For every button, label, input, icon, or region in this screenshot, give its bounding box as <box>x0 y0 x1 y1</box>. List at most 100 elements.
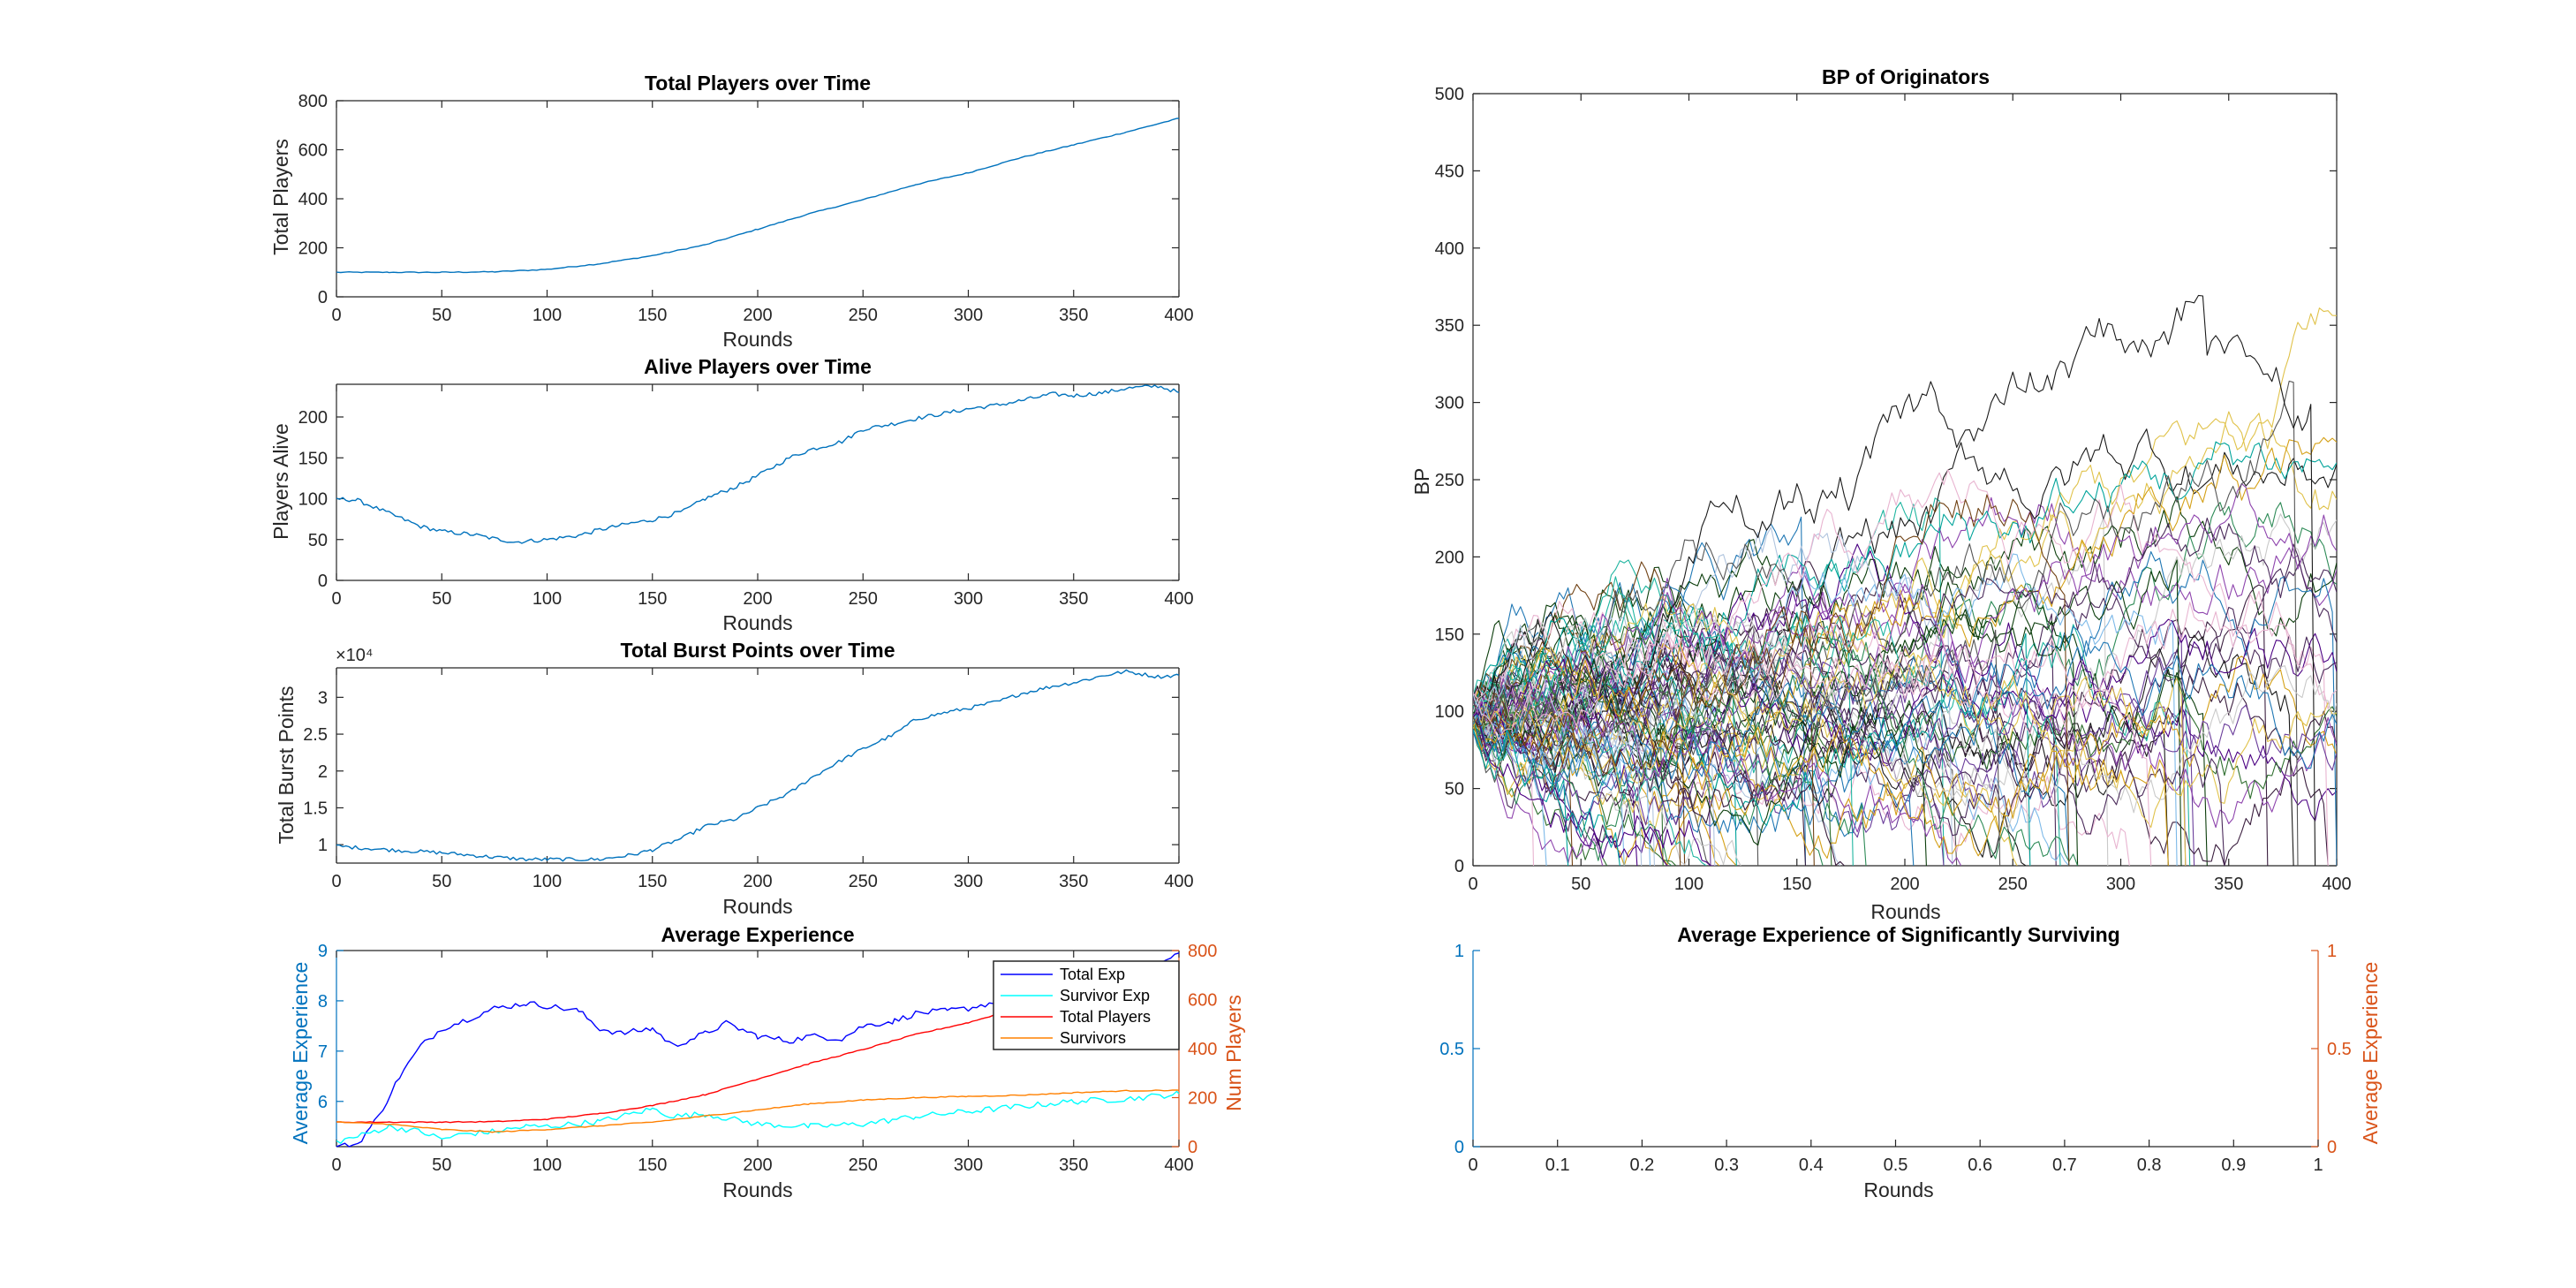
y-tick-label: 150 <box>298 449 328 468</box>
bp-series-line-71 <box>1473 652 1867 866</box>
x-tick-label: 100 <box>533 589 562 609</box>
x-tick-label: 200 <box>743 306 772 325</box>
y-tick-label: 450 <box>1435 162 1464 181</box>
plot-area: 0 50 100 150 200 250 300 350 400 0 50 100 150 200 250 3… <box>1435 85 2352 894</box>
chart-title: Total Burst Points over Time <box>621 639 895 662</box>
x-tick-label: 150 <box>638 306 667 325</box>
bp-series-line-29 <box>1473 513 2337 792</box>
x-tick-label: 50 <box>432 589 451 609</box>
y-axis-label-right: Num Players <box>1222 995 1245 1111</box>
x-tick-label: 0.5 <box>1884 1155 1908 1175</box>
bp-series-line-97 <box>1473 729 1620 866</box>
bp-series-line-37 <box>1473 441 2337 699</box>
bp-series-line-100 <box>1473 628 2152 866</box>
y-tick-label: 600 <box>1188 991 1217 1011</box>
x-tick-label: 350 <box>1059 306 1088 325</box>
plot-area: 0 50 100 150 200 250 300 350 400 0 200 400 600 800 <box>298 92 1194 325</box>
y-tick-label: 350 <box>1435 316 1464 336</box>
x-tick-label: 0 <box>331 589 341 609</box>
bp-series-line-47 <box>1473 595 2187 866</box>
y-tick-label: 400 <box>298 190 328 209</box>
bp-series-line-82 <box>1473 294 2316 866</box>
x-tick-label: 150 <box>638 589 667 609</box>
bp-series-group <box>1473 294 2337 866</box>
bp-series-line-76 <box>1473 380 2299 866</box>
series-line <box>336 117 1180 274</box>
y-tick-label: 250 <box>1435 471 1464 490</box>
y-tick-label: 0.5 <box>2327 1040 2352 1059</box>
y-tick-label: 8 <box>318 992 328 1011</box>
x-tick-label: 200 <box>743 872 772 891</box>
x-tick-label: 250 <box>849 1155 878 1175</box>
x-tick-label: 150 <box>638 872 667 891</box>
chart-title: BP of Originators <box>1822 65 1990 88</box>
y-tick-label: 0 <box>2327 1138 2337 1157</box>
chart-total-players: Total Players over Time Rounds Total Pla… <box>269 72 1194 351</box>
y-axis-label: Players Alive <box>269 423 292 540</box>
y-axis-label: BP <box>1410 468 1433 496</box>
x-axis-label: Rounds <box>722 895 792 918</box>
x-tick-label: 200 <box>743 589 772 609</box>
y-tick-label: 7 <box>318 1042 328 1062</box>
bp-series-line-77 <box>1473 617 2031 866</box>
bp-series-line-51 <box>1473 727 1673 866</box>
bp-series-line-87 <box>1473 654 2337 829</box>
legend-label-survivors: Survivors <box>1060 1029 1126 1047</box>
y-tick-label: 500 <box>1435 85 1464 104</box>
bp-series-line-59 <box>1473 625 1681 866</box>
y-tick-label: 0 <box>318 288 328 307</box>
y-tick-label: 800 <box>1188 942 1217 961</box>
y-tick-label: 0 <box>1454 1138 1464 1157</box>
y-tick-label: 2.5 <box>303 725 328 745</box>
legend-box <box>993 960 1180 1050</box>
y-tick-label: 50 <box>1445 780 1464 799</box>
y-tick-label: 600 <box>298 141 328 161</box>
x-tick-label: 0 <box>1468 1155 1477 1175</box>
y-tick-label: 0 <box>1188 1138 1197 1157</box>
x-tick-label: 250 <box>849 306 878 325</box>
x-tick-label: 300 <box>2106 875 2135 894</box>
x-tick-label: 0 <box>331 1155 341 1175</box>
y-tick-label: 300 <box>1435 394 1464 413</box>
legend-label-total-players: Total Players <box>1060 1008 1151 1026</box>
x-tick-label: 300 <box>954 589 983 609</box>
y-tick-label: 1 <box>318 836 328 855</box>
x-tick-label: 400 <box>1164 872 1193 891</box>
x-tick-label: 200 <box>1890 875 1919 894</box>
x-tick-label: 350 <box>1059 1155 1088 1175</box>
bp-series-line-50 <box>1473 597 2337 809</box>
x-tick-label: 250 <box>849 589 878 609</box>
x-tick-label: 0.2 <box>1629 1155 1654 1175</box>
chart-bp-of-originators: BP of Originators Rounds BP 0 50 100 150 200… <box>1410 65 2352 923</box>
x-axis-label: Rounds <box>722 1178 792 1201</box>
x-tick-label: 400 <box>1164 1155 1193 1175</box>
bp-series-line-27 <box>1473 307 2337 832</box>
chart-title: Average Experience of Significantly Surv… <box>1677 923 2119 946</box>
x-tick-label: 0.6 <box>1968 1155 1992 1175</box>
y-tick-label: 6 <box>318 1093 328 1112</box>
y-tick-label: 200 <box>1435 548 1464 567</box>
bp-series-line-92 <box>1473 678 1962 866</box>
x-tick-label: 50 <box>432 306 451 325</box>
y-tick-label: 400 <box>1188 1040 1217 1059</box>
x-axis-label: Rounds <box>1870 900 1940 923</box>
x-tick-label: 400 <box>1164 589 1193 609</box>
y-tick-label: 0.5 <box>1439 1040 1464 1059</box>
bp-series-line-21 <box>1473 539 2208 866</box>
x-tick-label: 400 <box>2322 875 2351 894</box>
x-tick-label: 100 <box>533 872 562 891</box>
y-tick-label: 3 <box>318 688 328 708</box>
series-line <box>336 384 1180 544</box>
x-tick-label: 300 <box>954 1155 983 1175</box>
x-tick-label: 350 <box>2214 875 2243 894</box>
plot-area: 0 50 100 150 200 250 300 350 400 1 1.5 2 2.5 3 <box>303 667 1194 891</box>
y-tick-label: 50 <box>308 531 328 550</box>
legend: Total Exp Survivor Exp Total Players Sur… <box>993 960 1180 1050</box>
y-axis-label: Total Players <box>269 139 292 255</box>
series-line-survivors <box>336 1089 1180 1133</box>
x-tick-label: 50 <box>432 872 451 891</box>
bp-series-line-85 <box>1473 656 2337 826</box>
x-tick-label: 300 <box>954 872 983 891</box>
bp-series-line-83 <box>1473 670 1832 866</box>
